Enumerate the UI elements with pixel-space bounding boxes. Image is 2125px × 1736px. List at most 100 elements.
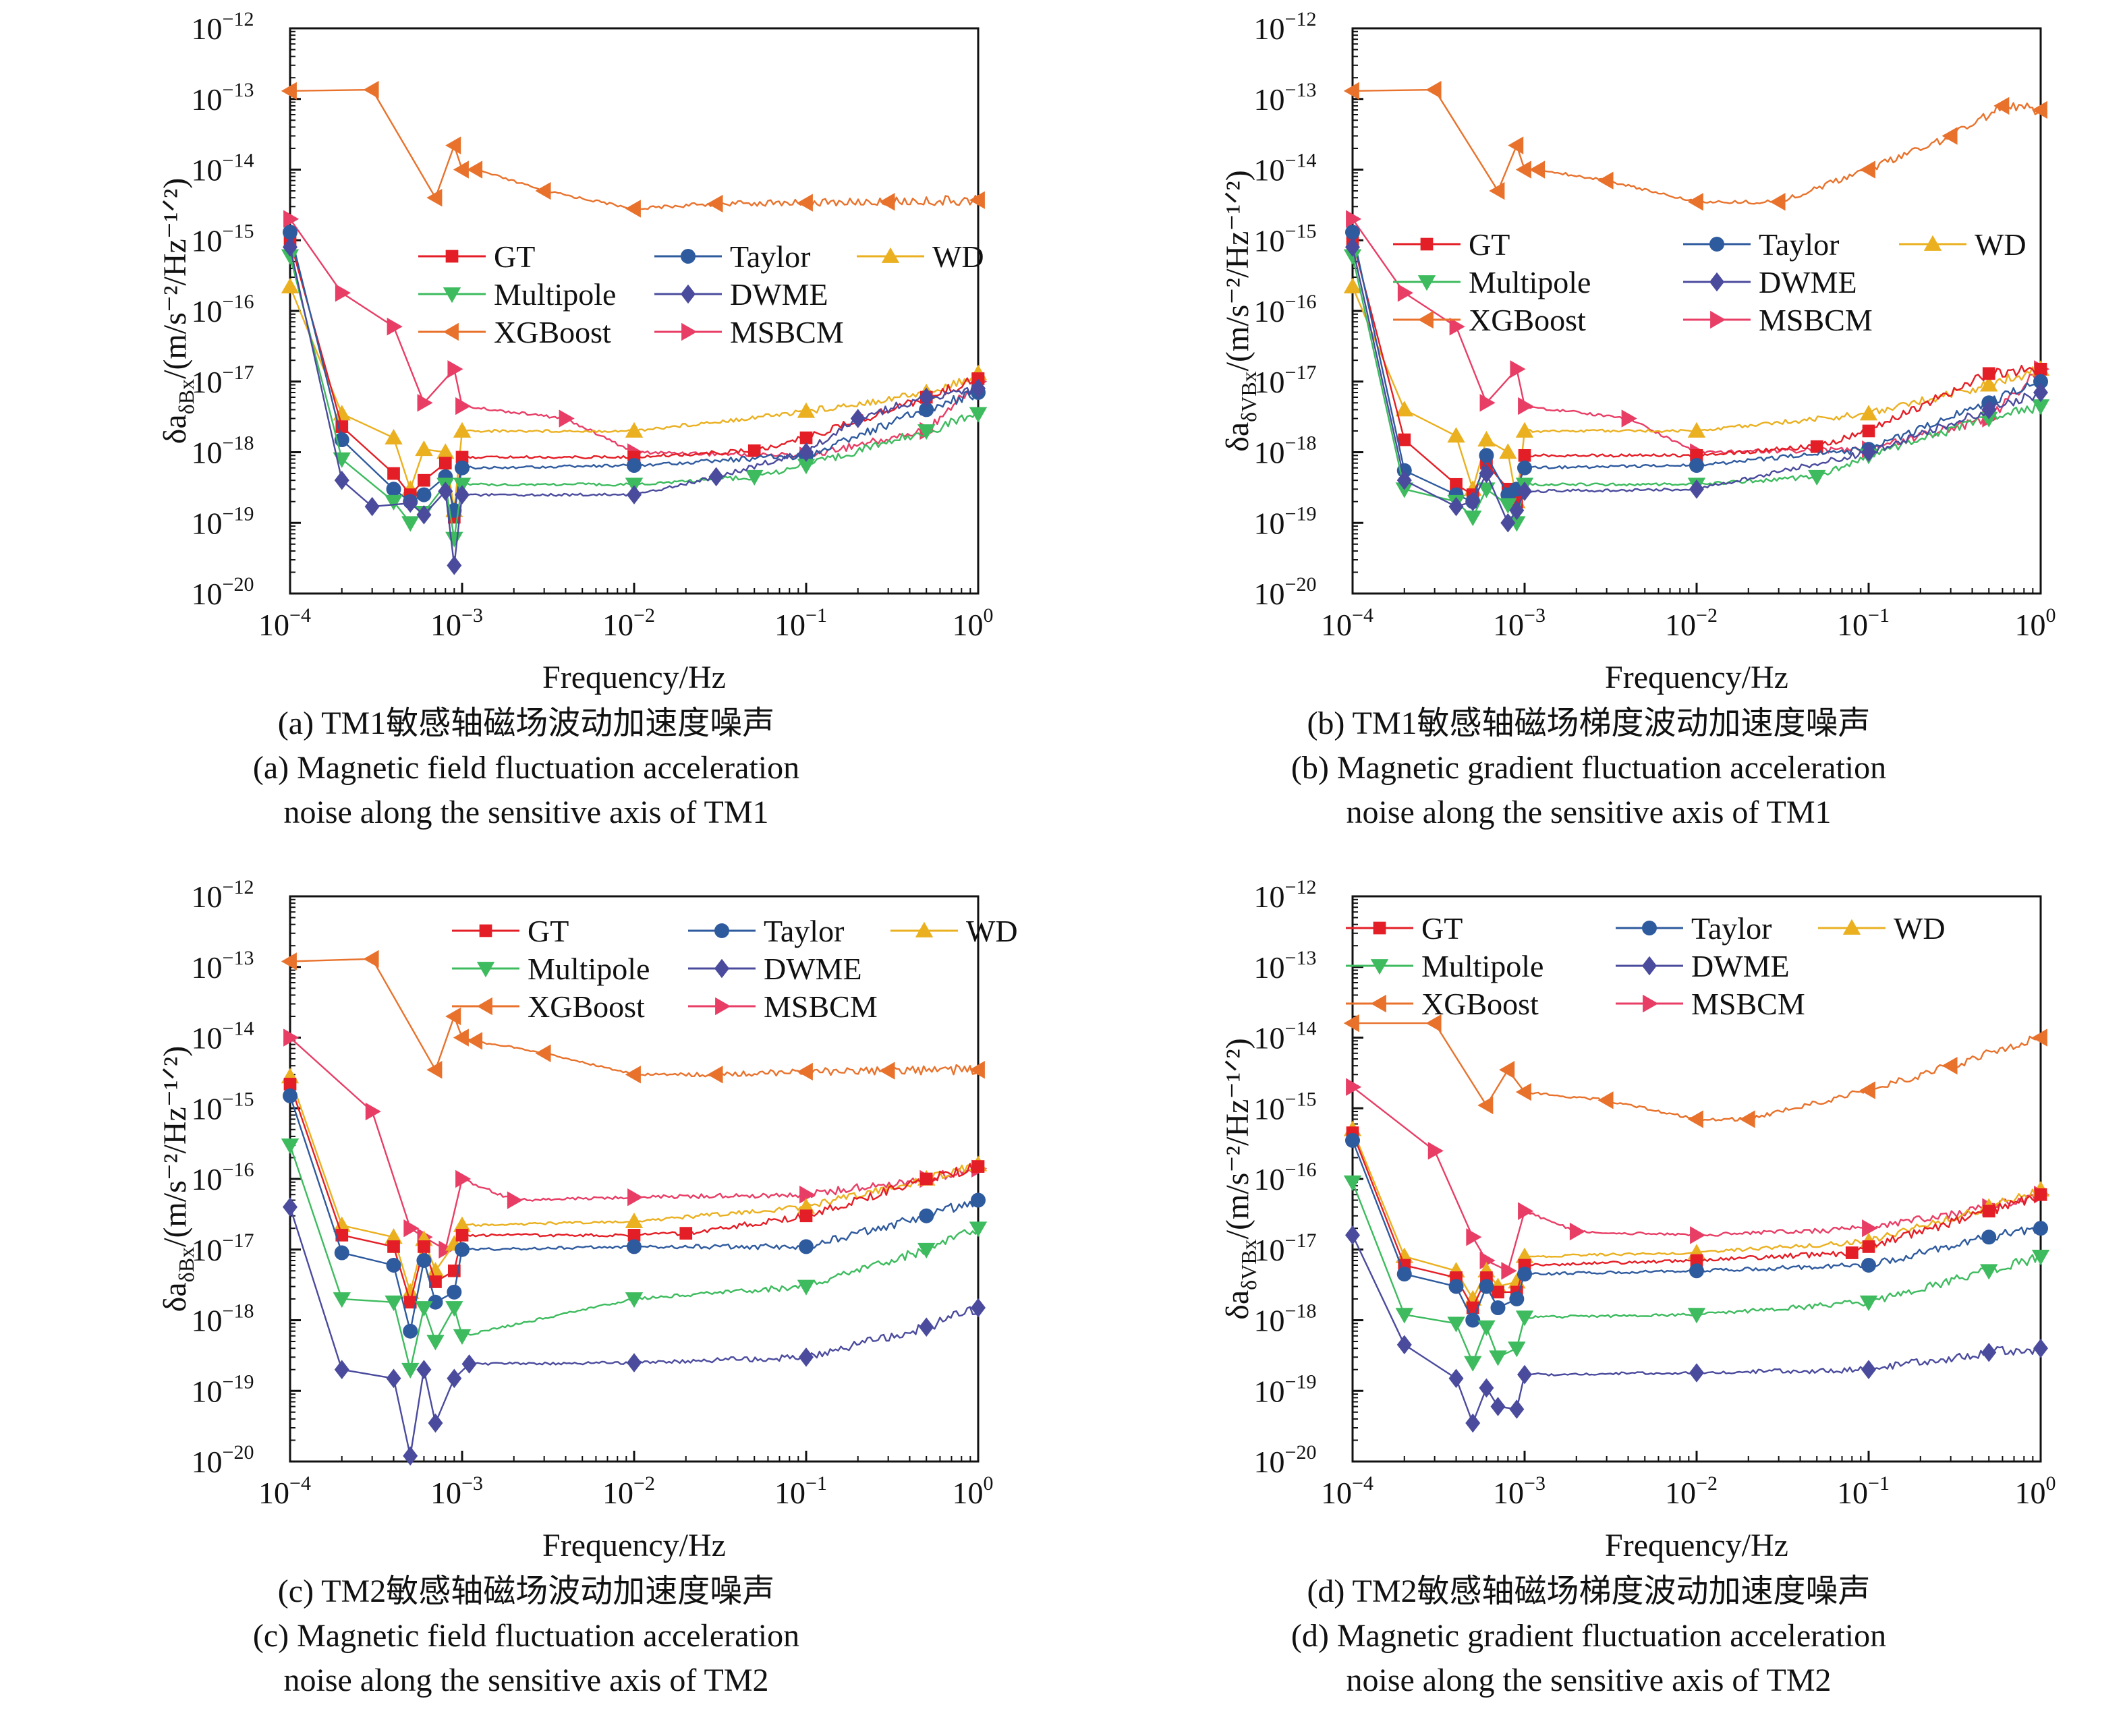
legend-label: MSBCM (1691, 987, 1805, 1021)
x-axis-label: Frequency/Hz (542, 1528, 726, 1563)
legend-marker (476, 962, 495, 978)
data-point-dwme (428, 1413, 443, 1433)
y-tick-label: 10−16 (192, 1159, 254, 1196)
x-tick-label: 10−1 (1837, 604, 1890, 642)
legend-marker (1370, 959, 1389, 975)
legend-marker (1923, 235, 1942, 251)
data-point-msbcm (1346, 210, 1362, 228)
legend-label: GT (1421, 911, 1463, 946)
legend-marker (915, 921, 934, 937)
data-point-dwme (1689, 479, 1704, 499)
series-line-multipole (1351, 1182, 2041, 1364)
data-point-xgboost (1942, 127, 1958, 145)
data-point-gt (2034, 1188, 2047, 1201)
data-point-wd (385, 1228, 403, 1244)
data-point-multipole (445, 531, 463, 548)
data-point-dwme (386, 1368, 401, 1389)
series-line-msbcm (1352, 219, 2041, 455)
data-point-dwme (1517, 482, 1532, 501)
data-point-dwme (1981, 400, 1997, 419)
data-point-gt (2034, 362, 2047, 376)
data-point-gt (799, 1209, 813, 1223)
y-tick-label: 10−13 (1254, 947, 1317, 985)
data-point-dwme (799, 442, 814, 462)
data-point-msbcm (447, 360, 463, 378)
data-point-multipole (1464, 1356, 1482, 1372)
data-point-xgboost (535, 1044, 551, 1062)
data-point-xgboost (1942, 1056, 1958, 1075)
data-point-xgboost (363, 950, 379, 968)
data-point-taylor (1861, 1257, 1876, 1273)
data-point-xgboost (1597, 1091, 1614, 1109)
data-point-taylor (1479, 448, 1494, 463)
chart-panel-c: 10−4 10−3 10−2 10−1 100 10−20 10−19 10−18 10−17 1… (0, 868, 1062, 1736)
data-point-multipole (1395, 482, 1413, 498)
data-point-msbcm (1518, 1202, 1534, 1220)
data-point-gt (1690, 449, 1703, 462)
y-tick-label: 10−18 (192, 432, 254, 470)
y-tick-label: 10−14 (192, 1018, 254, 1055)
data-point-taylor (1509, 1291, 1525, 1306)
data-point-msbcm (455, 397, 472, 415)
data-point-multipole (969, 407, 988, 423)
data-point-dwme (1465, 492, 1481, 512)
legend: GT Taylor WD Multipole DWME XGBoost MSBCM (1346, 911, 1946, 1021)
data-point-gt (1398, 433, 1411, 446)
caption-en-line1: (a) Magnetic field fluctuation accelerat… (252, 750, 800, 786)
data-point-msbcm (1479, 1251, 1496, 1270)
y-tick-label: 10−14 (1254, 1018, 1317, 1055)
data-point-taylor (1345, 1133, 1360, 1149)
series-line-msbcm (1352, 1086, 2041, 1272)
data-point-msbcm (365, 1102, 381, 1121)
data-point-gt (1492, 1285, 1504, 1299)
data-point-gt (418, 1240, 430, 1253)
legend-marker (445, 250, 459, 263)
data-point-gt (799, 431, 813, 444)
data-point-dwme (455, 485, 470, 504)
data-point-xgboost (1508, 136, 1524, 154)
data-point-dwme (919, 387, 934, 407)
legend-marker (476, 997, 492, 1016)
data-point-dwme (283, 237, 298, 257)
series-line-msbcm (289, 219, 980, 459)
x-tick-label: 100 (953, 1472, 994, 1510)
data-point-wd (1343, 277, 1362, 294)
y-axis-label: δaδBx/(m/s⁻²/Hz⁻¹ᐟ²) (157, 1046, 198, 1312)
data-point-multipole (2031, 399, 2050, 415)
y-tick-label: 10−18 (1254, 432, 1317, 470)
data-point-xgboost (1993, 96, 2010, 115)
data-point-dwme (1500, 513, 1516, 533)
data-point-xgboost (1477, 1096, 1494, 1115)
data-point-msbcm (559, 409, 575, 428)
data-point-msbcm (417, 394, 433, 412)
legend-label: Multipole (1469, 265, 1591, 299)
data-point-gt (679, 1227, 693, 1240)
caption-en-line1: (c) Magnetic field fluctuation accelerat… (252, 1618, 800, 1654)
data-point-taylor (1479, 1279, 1494, 1294)
x-axis-ticks: 10−4 10−3 10−2 10−1 100 (1321, 583, 2056, 642)
x-tick-label: 10−4 (1321, 1472, 1373, 1510)
chart-svg-d: 10−4 10−3 10−2 10−1 10010−2010−1910−1810−171… (1220, 876, 2056, 1563)
data-point-xgboost (445, 136, 461, 154)
series-line-xgboost (289, 88, 980, 210)
data-point-multipole (1980, 1264, 1998, 1280)
data-point-xgboost (1425, 1014, 1442, 1033)
y-tick-label: 10−20 (1254, 1441, 1317, 1479)
x-tick-label: 100 (2015, 604, 2056, 642)
caption-en-line1: (b) Magnetic gradient fluctuation accele… (1291, 750, 1887, 786)
chart-svg-b: 10−4 10−3 10−2 10−1 10010−2010−1910−1810−171… (1220, 8, 2056, 695)
data-point-dwme (1345, 237, 1360, 257)
data-point-taylor (283, 1088, 298, 1103)
data-point-taylor (386, 482, 401, 497)
series-group (281, 950, 988, 1466)
data-point-xgboost (879, 1062, 895, 1080)
data-point-msbcm (335, 284, 351, 302)
caption-en-line2: noise along the sensitive axis of TM1 (283, 794, 769, 830)
legend-marker (1710, 310, 1726, 329)
chart-panel-a: 10−4 10−3 10−2 10−1 100 10−20 10−19 10−18 10−17 1… (0, 0, 1062, 868)
data-point-xgboost (879, 193, 895, 211)
data-point-dwme (627, 485, 642, 504)
data-point-multipole (445, 1301, 463, 1317)
legend-marker (1709, 237, 1724, 252)
y-axis-label: δaδBx/(m/s⁻²/Hz⁻¹ᐟ²) (157, 178, 198, 444)
